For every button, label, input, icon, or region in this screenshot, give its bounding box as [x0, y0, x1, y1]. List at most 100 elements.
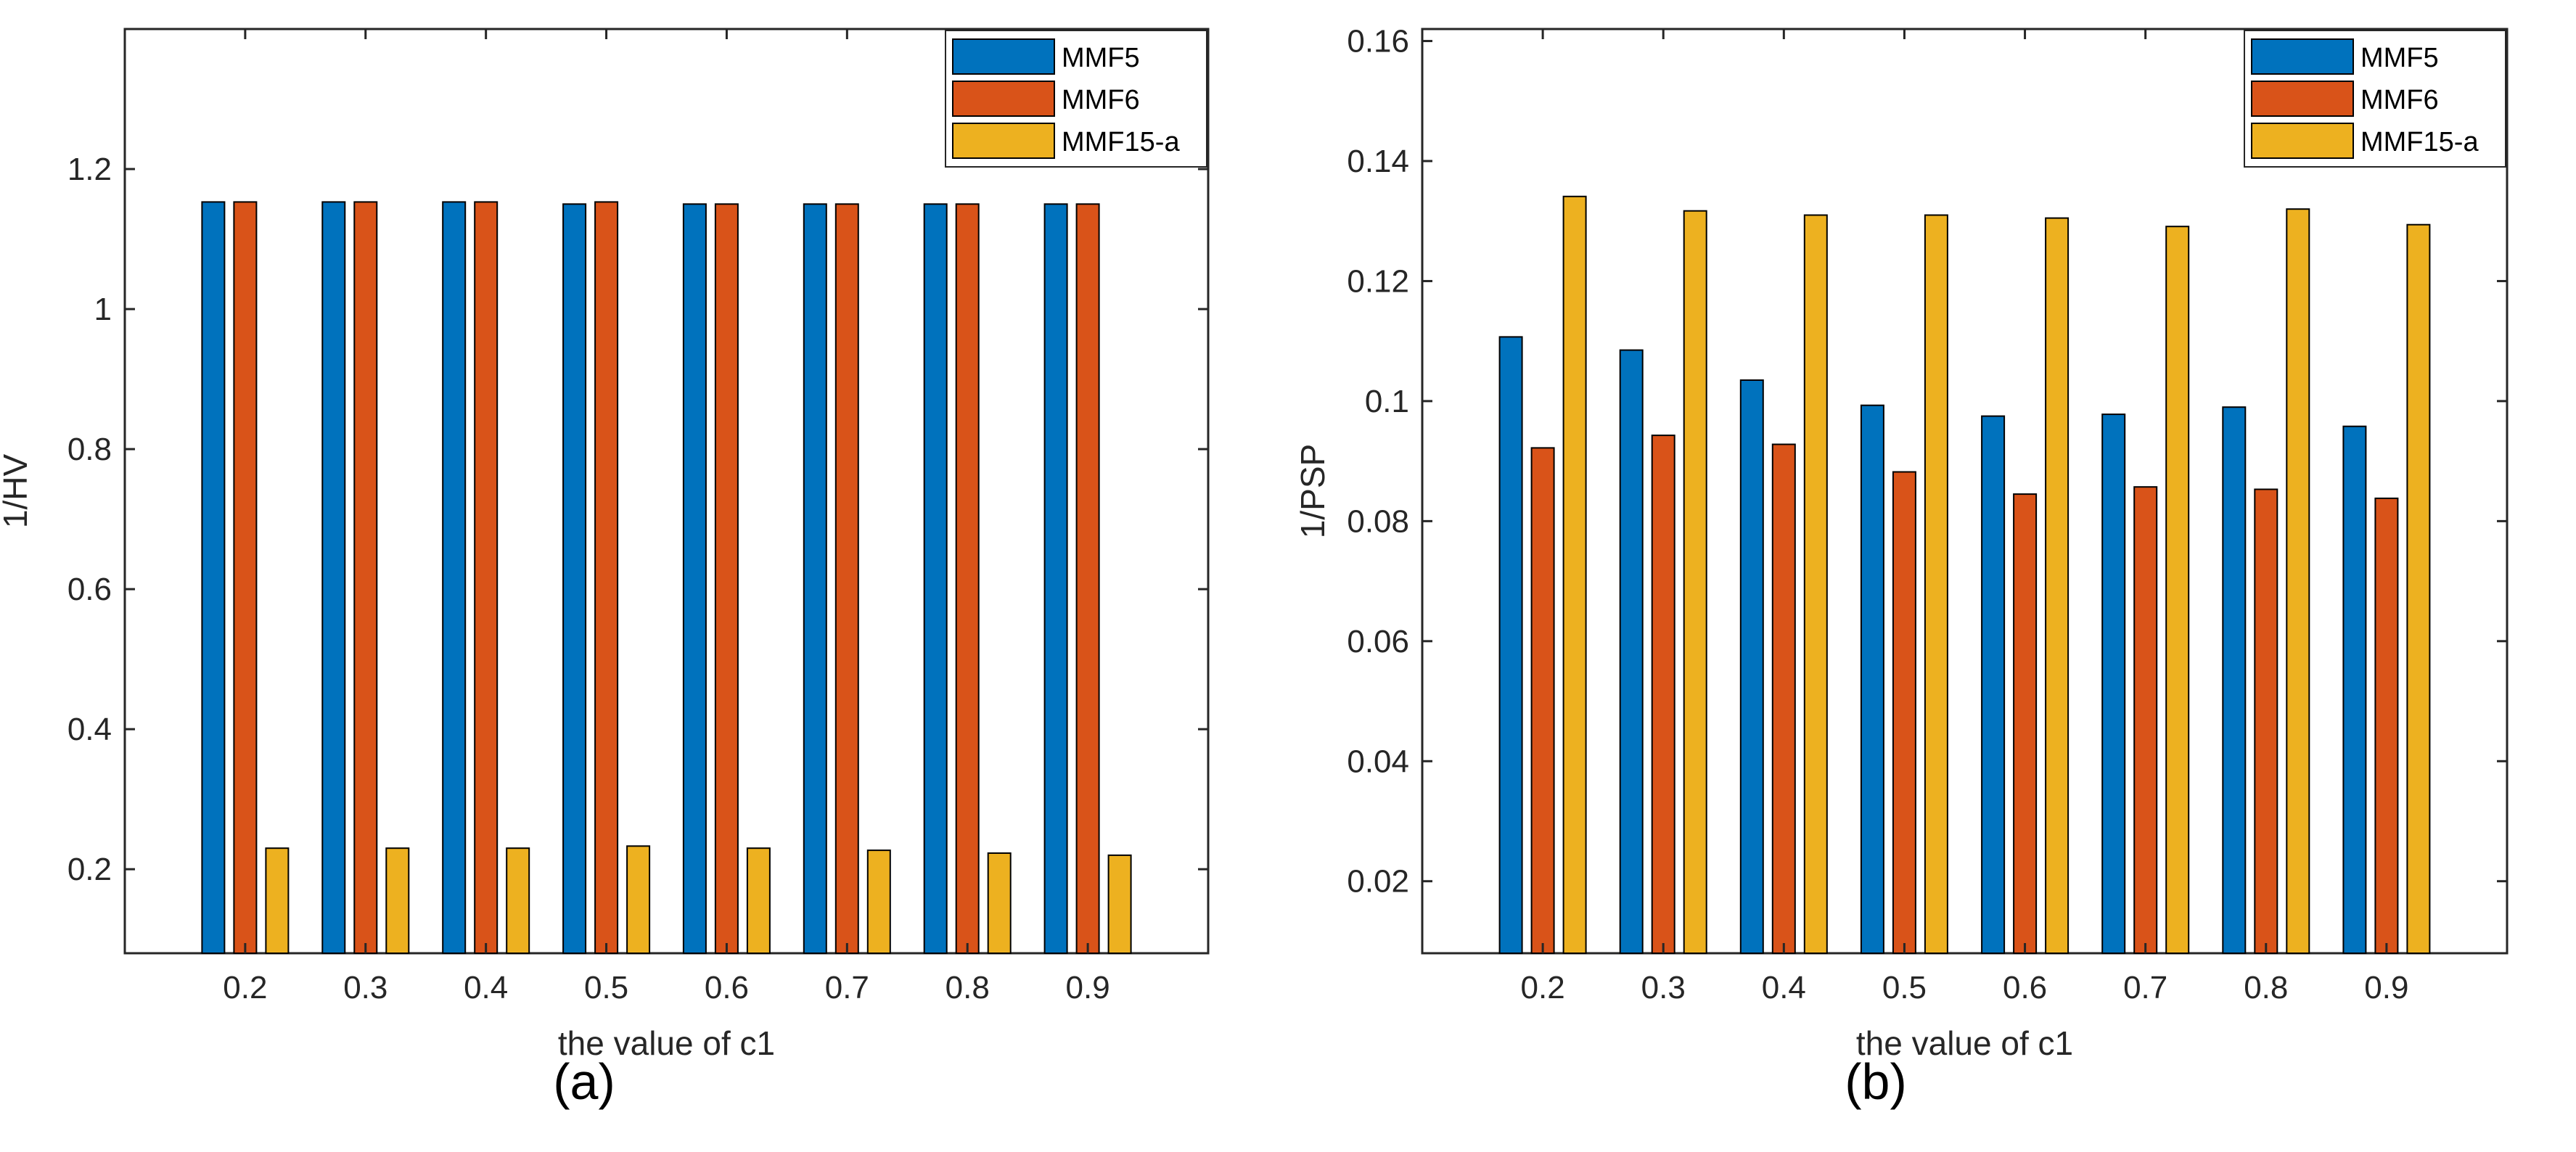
bar-mmf15-a-0.3	[1683, 210, 1707, 954]
chart-b: 0.2 0.3 0.4 0.5 0.6 0.7 0.8 0.9 0.02 0.04 0.06 0.08…	[1294, 24, 2509, 1062]
x-tick-label: 0.3	[343, 970, 387, 1005]
bar-mmf5-0.3	[321, 201, 346, 954]
bar-mmf5-0.8	[923, 203, 948, 954]
bar-mmf15-a-0.4	[506, 847, 530, 954]
bar-mmf15-a-0.5	[626, 845, 651, 955]
y-tick-label: 0.4	[67, 712, 112, 747]
x-tick-label: 0.4	[464, 970, 508, 1005]
bar-mmf15-a-0.2	[265, 847, 290, 954]
panel-label-b: (b)	[1845, 1053, 1907, 1110]
bar-mmf15-a-0.4	[1803, 214, 1828, 954]
y-tick-label: 0.06	[1347, 624, 1409, 659]
x-tick-label: 0.9	[2364, 970, 2408, 1005]
bar-mmf5-0.2	[201, 201, 226, 954]
legend-swatch-mmf6	[952, 81, 1055, 117]
y-tick-label: 0.12	[1347, 263, 1409, 299]
bar-mmf6-0.6	[2013, 493, 2038, 954]
bar-mmf6-0.6	[714, 203, 739, 954]
bar-mmf5-0.3	[1619, 349, 1644, 955]
bar-mmf5-0.4	[442, 201, 467, 954]
bar-mmf6-0.4	[474, 201, 499, 954]
legend-swatch-mmf6	[2251, 81, 2354, 117]
x-tick-label: 0.8	[946, 970, 990, 1005]
bar-mmf6-0.8	[2254, 488, 2278, 954]
bar-mmf15-a-0.9	[1107, 854, 1132, 955]
y-axis-label: 1/HV	[0, 454, 34, 529]
bar-mmf6-0.9	[2374, 497, 2399, 954]
bar-mmf15-a-0.9	[2406, 223, 2431, 954]
bar-mmf6-0.9	[1075, 203, 1100, 954]
bar-mmf5-0.5	[1860, 404, 1884, 954]
x-tick-label: 0.2	[223, 970, 267, 1005]
x-tick-label: 0.6	[2003, 970, 2047, 1005]
bar-mmf5-0.6	[1981, 415, 2006, 954]
bar-mmf6-0.2	[233, 201, 258, 954]
x-tick-label: 0.5	[1882, 970, 1927, 1005]
legend-swatch-mmf15-a	[952, 123, 1055, 159]
bar-mmf15-a-0.5	[1924, 214, 1948, 954]
bar-mmf5-0.9	[2342, 425, 2367, 954]
panel-label-a: (a)	[553, 1053, 615, 1110]
x-tick-label: 0.2	[1521, 970, 1565, 1005]
bar-mmf5-0.6	[682, 203, 707, 954]
bar-mmf5-0.9	[1043, 203, 1068, 954]
y-tick-label: 0.16	[1347, 24, 1409, 59]
bar-mmf6-0.3	[1651, 435, 1675, 954]
x-tick-label: 0.7	[825, 970, 869, 1005]
x-tick-label: 0.7	[2123, 970, 2167, 1005]
legend-label-mmf15-a: MMF15-a	[1062, 127, 1180, 157]
bar-mmf15-a-0.7	[866, 849, 891, 954]
bar-mmf6-0.2	[1530, 447, 1555, 954]
bar-mmf15-a-0.8	[987, 852, 1012, 954]
bar-mmf6-0.5	[1892, 471, 1916, 954]
bar-mmf6-0.7	[834, 203, 859, 954]
bar-mmf5-0.8	[2222, 406, 2247, 954]
bar-mmf5-0.7	[2101, 414, 2126, 954]
x-axis-label: the value of c1	[1856, 1024, 2073, 1062]
bar-mmf5-0.2	[1498, 336, 1523, 954]
y-axis-label: 1/PSP	[1294, 444, 1332, 538]
y-tick-label: 0.08	[1347, 503, 1409, 539]
y-tick-label: 1	[94, 292, 112, 327]
chart-a: 0.2 0.3 0.4 0.5 0.6 0.7 0.8 0.9 0.2 0.4 0.6 0.8 1 1.2…	[0, 28, 1210, 1062]
bar-mmf15-a-0.6	[2045, 217, 2070, 955]
x-axis-label: the value of c1	[558, 1024, 775, 1062]
bar-mmf15-a-0.6	[746, 847, 771, 954]
y-tick-label: 0.2	[67, 852, 112, 887]
bar-mmf6-0.8	[955, 203, 980, 954]
y-tick-label: 0.6	[67, 572, 112, 607]
bar-mmf15-a-0.3	[385, 847, 410, 954]
y-tick-label: 0.02	[1347, 864, 1409, 900]
legend-label-mmf5: MMF5	[1062, 43, 1140, 73]
bar-mmf5-0.7	[803, 203, 827, 954]
x-tick-label: 0.3	[1641, 970, 1686, 1005]
bar-mmf15-a-0.8	[2286, 208, 2310, 955]
x-tick-label: 0.8	[2244, 970, 2288, 1005]
legend-swatch-mmf5	[2251, 38, 2354, 75]
bar-mmf15-a-0.2	[1562, 195, 1587, 954]
bar-mmf5-0.4	[1739, 379, 1764, 954]
x-tick-label: 0.5	[584, 970, 628, 1005]
y-tick-label: 0.04	[1347, 744, 1409, 779]
bar-mmf6-0.3	[353, 201, 378, 954]
legend-label-mmf15-a: MMF15-a	[2360, 127, 2479, 157]
y-tick-label: 0.8	[67, 432, 112, 467]
bar-mmf15-a-0.7	[2165, 226, 2190, 954]
legend-swatch-mmf15-a	[2251, 123, 2354, 159]
bar-mmf6-0.5	[594, 201, 619, 954]
bar-mmf6-0.7	[2133, 486, 2158, 954]
legend-label-mmf5: MMF5	[2360, 43, 2439, 73]
y-tick-label: 0.1	[1365, 384, 1409, 419]
x-tick-label: 0.6	[705, 970, 749, 1005]
bar-mmf6-0.4	[1771, 443, 1796, 954]
y-tick-label: 0.14	[1347, 144, 1409, 179]
plot-area	[1421, 28, 2509, 955]
x-tick-label: 0.4	[1762, 970, 1806, 1005]
legend-label-mmf6: MMF6	[1062, 85, 1140, 115]
legend-label-mmf6: MMF6	[2360, 85, 2439, 115]
plot-area	[123, 28, 1210, 955]
legend-swatch-mmf5	[952, 38, 1055, 75]
y-tick-label: 1.2	[67, 152, 112, 187]
x-tick-label: 0.9	[1066, 970, 1110, 1005]
